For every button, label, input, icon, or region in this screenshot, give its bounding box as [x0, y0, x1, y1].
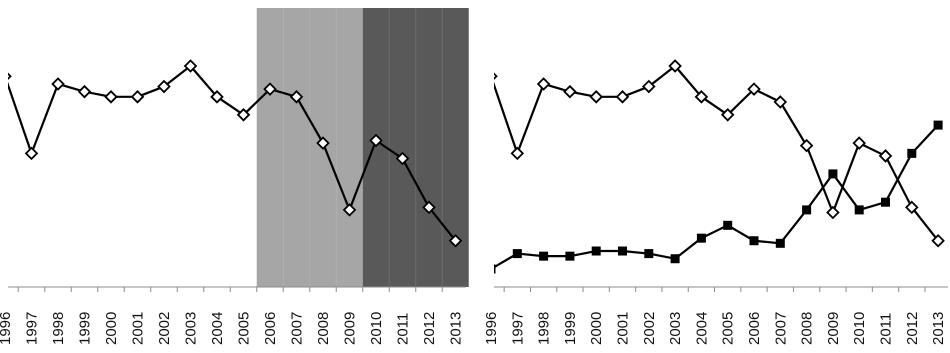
data-point-square: [696, 233, 706, 243]
data-point-square: [512, 249, 522, 259]
data-point-square: [749, 236, 759, 246]
x-tick-label: 2010: [368, 312, 385, 345]
x-tick-label: 2003: [667, 312, 684, 345]
data-point-diamond: [536, 77, 551, 91]
x-tick-label: 1997: [509, 312, 526, 345]
data-point-square: [775, 238, 785, 248]
data-point-square: [539, 251, 549, 261]
x-tick-label: 2004: [209, 312, 226, 345]
data-point-diamond: [369, 133, 383, 148]
x-tick-label: 2008: [315, 312, 332, 345]
x-tick-label: 2001: [130, 312, 147, 345]
chart-panel-left: 1996 1997 1998 1999 2000 2001 2002 2003 2004 2005…: [0, 8, 469, 345]
x-tick-label: 2013: [930, 312, 947, 345]
data-point-diamond: [510, 146, 525, 161]
series-line-0: [494, 64, 939, 242]
data-point-diamond: [642, 79, 656, 94]
data-point-diamond: [799, 138, 814, 153]
data-point-diamond: [183, 59, 198, 73]
x-tick-label: 2004: [693, 312, 710, 345]
x-tick-label: 2008: [799, 312, 816, 345]
data-point-diamond: [563, 84, 577, 99]
data-point-diamond: [157, 79, 171, 94]
data-point-square: [828, 169, 838, 179]
data-point-square: [494, 264, 496, 274]
data-point-square: [723, 220, 733, 230]
data-point-diamond: [289, 90, 304, 104]
series-line-1: [494, 124, 939, 269]
data-point-diamond: [589, 90, 603, 104]
data-point-diamond: [263, 82, 277, 96]
x-tick-label: 2002: [156, 312, 173, 345]
data-point-square: [618, 246, 627, 256]
data-point-square: [802, 205, 812, 215]
x-tick-label: 2013: [448, 312, 465, 345]
chart-panel-right: 1996 1997 1998 1999 2000 2001 2002 2003 2004 2005…: [483, 59, 948, 345]
x-tick-label: 2002: [641, 312, 658, 345]
data-point-diamond: [422, 200, 436, 215]
data-point-diamond: [316, 136, 330, 150]
x-tick-label: 2010: [851, 312, 868, 345]
x-tick-label: 2012: [904, 312, 921, 345]
data-point-diamond: [773, 95, 788, 109]
x-tick-label: 2000: [588, 312, 605, 345]
data-point-square: [854, 205, 864, 215]
data-point-square: [670, 254, 680, 264]
data-point-diamond: [395, 151, 410, 166]
data-point-diamond: [747, 82, 761, 96]
data-point-diamond: [852, 136, 866, 150]
x-tick-label: 2011: [878, 313, 895, 345]
data-point-diamond: [931, 233, 945, 248]
data-point-diamond: [51, 77, 65, 91]
data-point-square: [591, 246, 601, 256]
x-tick-label: 2005: [720, 312, 737, 345]
x-tick-label: 2003: [183, 312, 200, 345]
data-point-diamond: [342, 203, 357, 217]
x-tick-label: 2009: [342, 312, 359, 345]
x-tick-label: 2005: [236, 312, 253, 345]
data-point-diamond: [668, 59, 682, 73]
x-tick-label: 2011: [395, 313, 412, 345]
shaded-period-0: [256, 8, 363, 287]
x-tick-label: 2006: [746, 312, 763, 345]
x-tick-label: 2012: [421, 312, 438, 345]
data-point-square: [933, 120, 943, 130]
x-tick-label: 1998: [50, 312, 67, 345]
x-tick-label: 1999: [562, 312, 579, 345]
data-point-diamond: [104, 90, 118, 104]
x-tick-label: 1998: [536, 312, 553, 345]
x-tick-label: 1996: [0, 312, 14, 345]
data-point-diamond: [494, 72, 498, 81]
data-point-square: [881, 197, 890, 207]
x-tick-label: 2009: [825, 312, 842, 345]
data-point-diamond: [24, 146, 39, 161]
data-point-diamond: [236, 108, 251, 122]
data-point-square: [565, 251, 575, 261]
data-point-diamond: [720, 108, 735, 122]
data-point-square: [644, 249, 654, 259]
x-tick-label: 2007: [772, 312, 789, 345]
data-point-diamond: [210, 90, 224, 104]
data-point-diamond: [905, 200, 919, 215]
data-point-diamond: [615, 90, 630, 104]
data-point-diamond: [8, 72, 12, 81]
data-point-diamond: [77, 84, 92, 99]
x-tick-label: 2007: [289, 312, 306, 345]
data-point-diamond: [130, 90, 145, 104]
data-point-diamond: [878, 149, 893, 163]
x-tick-label: 1996: [483, 312, 500, 345]
x-tick-label: 2006: [262, 312, 279, 345]
data-point-diamond: [826, 205, 840, 220]
x-tick-label: 2000: [103, 312, 120, 345]
x-tick-label: 1997: [24, 312, 41, 345]
x-tick-label: 2001: [615, 312, 632, 345]
data-point-square: [907, 148, 917, 158]
x-tick-label: 1999: [77, 312, 94, 345]
data-point-diamond: [448, 233, 463, 248]
data-point-diamond: [694, 90, 709, 104]
